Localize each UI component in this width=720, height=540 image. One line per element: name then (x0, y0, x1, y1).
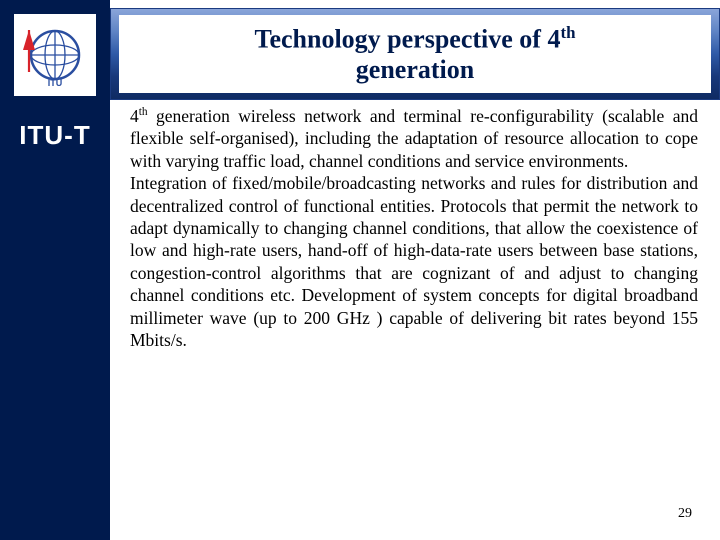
sidebar: ITU ITU-T (0, 0, 110, 540)
body-paragraph: 4th generation wireless network and term… (130, 105, 698, 351)
itu-logo: ITU (14, 14, 96, 96)
sidebar-label: ITU-T (0, 120, 110, 151)
body-prefix: 4 (130, 106, 139, 126)
body-rest: generation wireless network and terminal… (130, 106, 698, 350)
body-area: 4th generation wireless network and term… (130, 105, 698, 505)
title-line1-prefix: Technology perspective of 4 (255, 25, 561, 54)
title-bar: Technology perspective of 4th generation (110, 8, 720, 100)
title-line2: generation (356, 55, 474, 84)
title-inner: Technology perspective of 4th generation (119, 15, 711, 93)
itu-globe-icon: ITU (20, 20, 90, 90)
svg-text:ITU: ITU (48, 78, 63, 88)
slide-title: Technology perspective of 4th generation (255, 23, 576, 84)
title-line1-sup: th (560, 23, 575, 42)
body-sup: th (139, 106, 148, 118)
page-number: 29 (678, 506, 692, 522)
